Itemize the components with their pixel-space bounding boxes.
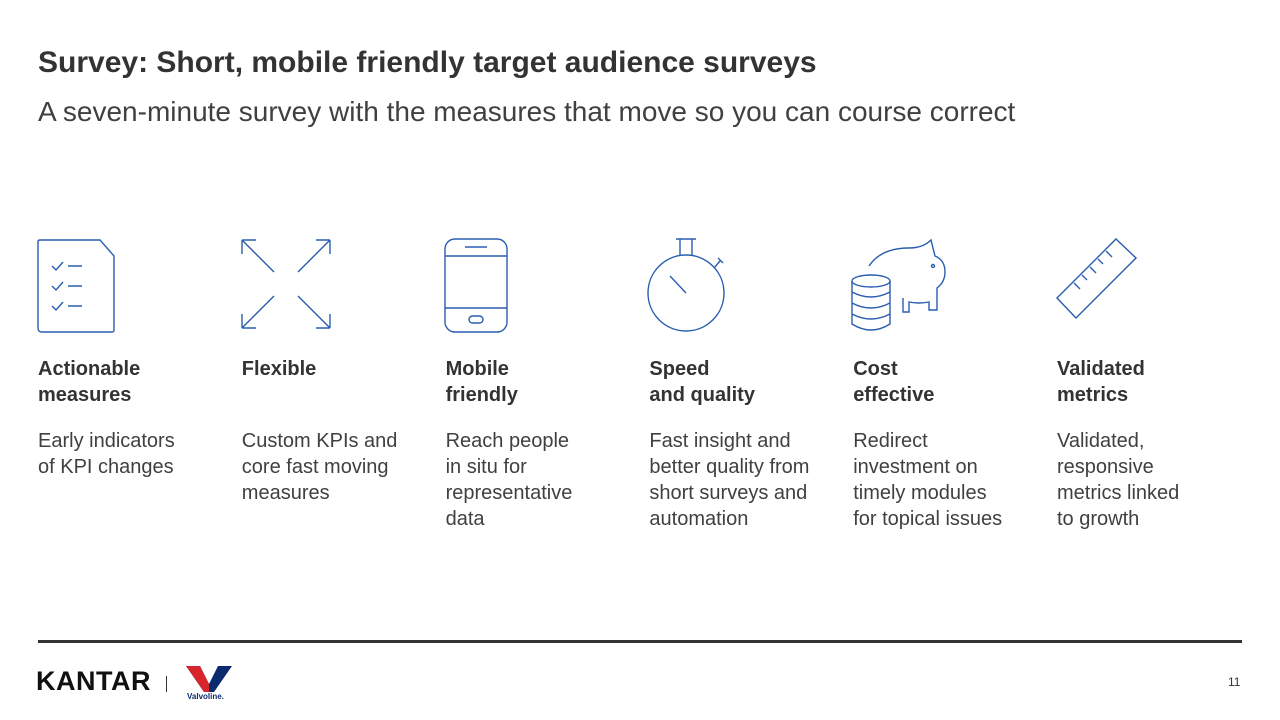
description-line: representative (445, 482, 573, 504)
feature-description: Redirect investment on timely modules for t… (853, 428, 1043, 532)
description-line: timely modules (853, 482, 987, 504)
brand-logo: KANTAR (36, 666, 151, 696)
feature: Mobile friendly Reach people in situ for rep… (446, 356, 636, 532)
logo-separator (166, 676, 167, 692)
stopwatch-icon (647, 238, 725, 332)
page-number: 11 (1228, 675, 1241, 689)
description-line: Custom KPIs and (241, 430, 398, 452)
feature-description: Fast insight and better quality from short… (649, 428, 839, 532)
description-line: measures (241, 482, 330, 504)
feature: Validated metrics Validated, responsive metr… (1057, 356, 1247, 532)
client-logo-mark (186, 666, 232, 692)
feature-title: Flexible (242, 356, 432, 414)
description-line: Fast insight and (649, 430, 791, 452)
expand-icon (241, 239, 331, 329)
description-line: Redirect (853, 430, 928, 452)
description-line: of KPI changes (38, 456, 174, 478)
title-line: Cost (853, 358, 898, 380)
description-line: in situ for (445, 456, 527, 478)
title-line: Flexible (241, 358, 317, 380)
title-line: effective (853, 384, 935, 406)
ruler-icon (1056, 238, 1138, 320)
description-line: better quality from (649, 456, 810, 478)
checklist-icon (37, 239, 115, 333)
title-line: measures (38, 384, 132, 406)
description-line: metrics linked (1057, 482, 1180, 504)
feature-description: Reach people in situ for representative dat… (446, 428, 636, 532)
title-line: Mobile (445, 358, 509, 380)
feature: Speed and quality Fast insight and better q… (649, 356, 839, 532)
feature-description: Custom KPIs and core fast moving measures (242, 428, 432, 506)
client-logo-text: Valvoline. (187, 692, 224, 701)
title-line: Validated (1057, 358, 1145, 380)
description-line: responsive (1057, 456, 1154, 478)
phone-icon (444, 238, 508, 333)
feature-description: Early indicators of KPI changes (38, 428, 228, 480)
title-line: and quality (649, 384, 755, 406)
title-line: Actionable (38, 358, 141, 380)
description-line: Reach people (445, 430, 570, 452)
title: Survey: Short, mobile friendly target au… (38, 46, 817, 79)
description-line: automation (649, 508, 749, 530)
feature-title: Speed and quality (649, 356, 839, 414)
title-line: friendly (445, 384, 518, 406)
feature-title: Mobile friendly (446, 356, 636, 414)
feature-title: Cost effective (853, 356, 1043, 414)
feature: Cost effective Redirect investment on timely… (853, 356, 1043, 532)
description-line: short surveys and (649, 482, 808, 504)
feature: Actionable measures Early indicators of KPI… (38, 356, 228, 480)
description-line: Validated, (1057, 430, 1145, 452)
title-line: metrics (1057, 384, 1129, 406)
description-line: core fast moving (241, 456, 389, 478)
description-line: for topical issues (853, 508, 1003, 530)
description-line: data (445, 508, 485, 530)
feature: Flexible Custom KPIs and core fast moving m… (242, 356, 432, 506)
footer-rule (38, 640, 1242, 643)
savings-icon (851, 238, 946, 331)
subtitle: A seven-minute survey with the measures … (38, 96, 1016, 127)
description-line: Early indicators (38, 430, 175, 452)
title-line: Speed (649, 358, 710, 380)
description-line: to growth (1057, 508, 1140, 530)
feature-description: Validated, responsive metrics linked to gro… (1057, 428, 1247, 532)
feature-title: Actionable measures (38, 356, 228, 414)
feature-title: Validated metrics (1057, 356, 1247, 414)
description-line: investment on (853, 456, 978, 478)
